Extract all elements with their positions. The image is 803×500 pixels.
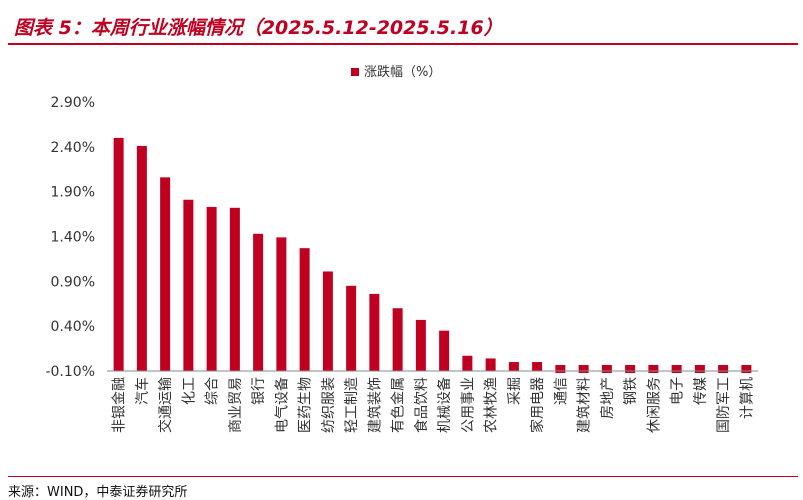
bar (718, 365, 729, 373)
x-tick-label: 银行 (251, 377, 267, 405)
bar (160, 177, 171, 371)
x-tick-label: 建筑材料 (577, 377, 593, 433)
bar (113, 137, 124, 371)
bar (532, 362, 543, 371)
figure-title: 图表 5：本周行业涨幅情况（2025.5.12-2025.5.16） (14, 17, 503, 39)
y-tick-label: 2.40% (51, 140, 95, 156)
y-tick-label: 2.90% (51, 95, 95, 111)
x-tick-label: 医药生物 (298, 377, 314, 433)
y-axis: -0.10% 0.40% 0.90% 1.40% 1.90% 2.40% 2.90% (45, 95, 95, 380)
x-axis: 非银金融 汽车 交通运输 化工 综合 商业贸易 银行 电气设备 医药生物 纺织服装 轻工制造 建筑装饰… (107, 370, 758, 433)
bar (136, 145, 147, 371)
bar (648, 365, 659, 373)
x-tick-label: 交通运输 (157, 377, 174, 433)
x-tick-label: 轻工制造 (344, 377, 360, 433)
bar (439, 330, 450, 371)
chart-legend: 涨跌幅（%） (351, 64, 441, 80)
x-tick-label: 纺织服装 (321, 377, 337, 433)
x-tick-label: 传媒 (693, 377, 709, 405)
legend-label: 涨跌幅（%） (364, 64, 441, 80)
x-tick-label: 非银金融 (112, 377, 128, 433)
bar (601, 365, 612, 373)
x-tick-label: 钢铁 (623, 377, 639, 405)
source-note: 来源：WIND，中泰证券研究所 (8, 485, 188, 500)
x-tick-label: 采掘 (507, 377, 523, 405)
legend-swatch (351, 68, 359, 76)
bar (369, 293, 380, 371)
bar (229, 207, 240, 371)
x-tick-label: 机械设备 (436, 377, 453, 433)
bar (694, 365, 705, 373)
y-tick-label: 1.40% (51, 230, 95, 246)
x-tick-label: 休闲服务 (646, 377, 662, 433)
x-tick-label: 汽车 (134, 377, 151, 405)
x-tick-label: 家用电器 (529, 377, 546, 433)
x-tick-label: 综合 (205, 377, 221, 405)
bar (555, 365, 566, 373)
y-tick-label: 0.40% (51, 319, 95, 335)
bar (206, 206, 217, 371)
top-cropped-strip (0, 0, 803, 7)
bar (485, 358, 496, 371)
y-tick-label: 0.90% (51, 274, 95, 290)
bar (671, 365, 682, 373)
bar (322, 271, 333, 371)
bar (183, 199, 194, 371)
x-tick-label: 国防军工 (716, 377, 732, 433)
y-tick-label: -0.10% (45, 364, 95, 380)
title-divider (8, 43, 798, 45)
x-tick-label: 农林牧渔 (484, 377, 500, 433)
x-tick-label: 电气设备 (273, 377, 290, 433)
bar (462, 355, 473, 371)
bar (508, 362, 519, 371)
x-tick-label: 通信 (553, 377, 569, 405)
x-tick-label: 商业贸易 (228, 377, 244, 433)
bar (299, 248, 310, 371)
bar (741, 365, 752, 373)
footer-divider (8, 476, 798, 477)
bar (253, 233, 264, 371)
bar (625, 365, 636, 373)
bar (415, 319, 426, 371)
x-tick-label: 食品饮料 (413, 377, 430, 433)
bar (392, 308, 403, 371)
x-tick-label: 化工 (181, 377, 197, 405)
bar (578, 365, 589, 373)
x-tick-label: 有色金属 (390, 377, 407, 433)
bar (346, 285, 357, 371)
x-tick-label: 公用事业 (460, 377, 476, 433)
x-tick-label: 电子 (670, 377, 686, 405)
bar (276, 237, 287, 371)
y-tick-label: 1.90% (51, 185, 95, 201)
x-tick-label: 建筑装饰 (367, 377, 383, 433)
x-tick-label: 房地产 (600, 377, 616, 419)
x-tick-label: 计算机 (739, 377, 755, 419)
bars (113, 137, 752, 373)
bar-chart: 涨跌幅（%） -0.10% 0.40% 0.90% 1.40% 1.90% 2.40% 2.… (45, 64, 758, 433)
